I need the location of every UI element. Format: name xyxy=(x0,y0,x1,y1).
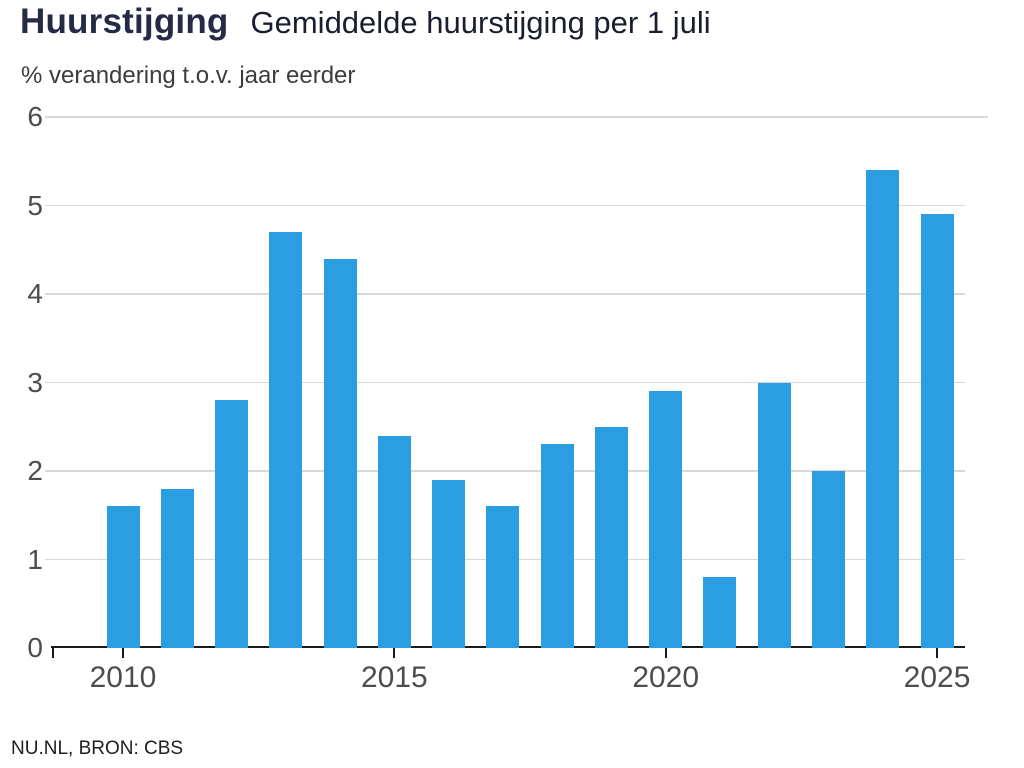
plot-area: 2010 2015 2020 2025 xyxy=(45,116,988,694)
bar-2010 xyxy=(106,506,140,648)
y-tick-label-3: 3 xyxy=(27,366,43,398)
x-tick-2010 xyxy=(122,648,124,658)
gridline-y6 xyxy=(45,116,988,118)
bar-2021 xyxy=(703,577,737,648)
y-tick-label-6: 6 xyxy=(27,101,43,132)
bar-2016 xyxy=(432,479,466,648)
bar-2013 xyxy=(269,232,303,648)
bar-2019 xyxy=(594,426,628,648)
y-tick-label-5: 5 xyxy=(27,189,43,221)
chart-subtitle: Gemiddelde huurstijging per 1 juli xyxy=(250,5,711,40)
y-axis-unit-label: % verandering t.o.v. jaar eerder xyxy=(21,62,356,89)
bar-2023 xyxy=(812,471,845,648)
gridline-y5 xyxy=(45,204,965,207)
gridline-y2 xyxy=(45,470,965,472)
chart-header: Huurstijging Gemiddelde huurstijging per… xyxy=(20,2,711,42)
bar-2018 xyxy=(540,444,574,648)
y-tick-label-2: 2 xyxy=(27,455,43,486)
y-tick-label-0: 0 xyxy=(27,632,43,663)
y-axis-labels: 0 1 2 3 4 5 6 xyxy=(0,0,43,768)
bar-2015 xyxy=(377,435,411,648)
gridline-y3 xyxy=(45,381,965,384)
x-tick-2020 xyxy=(664,648,667,658)
source-credit: NU.NL, BRON: CBS xyxy=(11,738,184,759)
x-tick-label-2025: 2025 xyxy=(903,661,971,694)
x-tick-2015 xyxy=(393,648,396,658)
gridline-y4 xyxy=(45,293,965,295)
bar-2011 xyxy=(160,488,194,648)
y-tick-label-1: 1 xyxy=(27,543,43,575)
x-tick-label-2010: 2010 xyxy=(89,661,157,694)
y-tick-label-4: 4 xyxy=(27,278,43,309)
page-title: Huurstijging xyxy=(20,2,229,41)
bar-2014 xyxy=(323,258,357,648)
bar-2020 xyxy=(649,391,683,648)
bar-2022 xyxy=(757,382,791,648)
x-tick-label-2020: 2020 xyxy=(632,661,700,694)
x-tick-label-2015: 2015 xyxy=(360,661,428,694)
bar-2025 xyxy=(920,214,954,648)
bar-2012 xyxy=(215,400,249,648)
bar-2017 xyxy=(486,506,520,648)
x-axis-origin-tick xyxy=(52,648,54,658)
x-tick-2025 xyxy=(936,648,939,658)
bar-2024 xyxy=(866,170,900,648)
